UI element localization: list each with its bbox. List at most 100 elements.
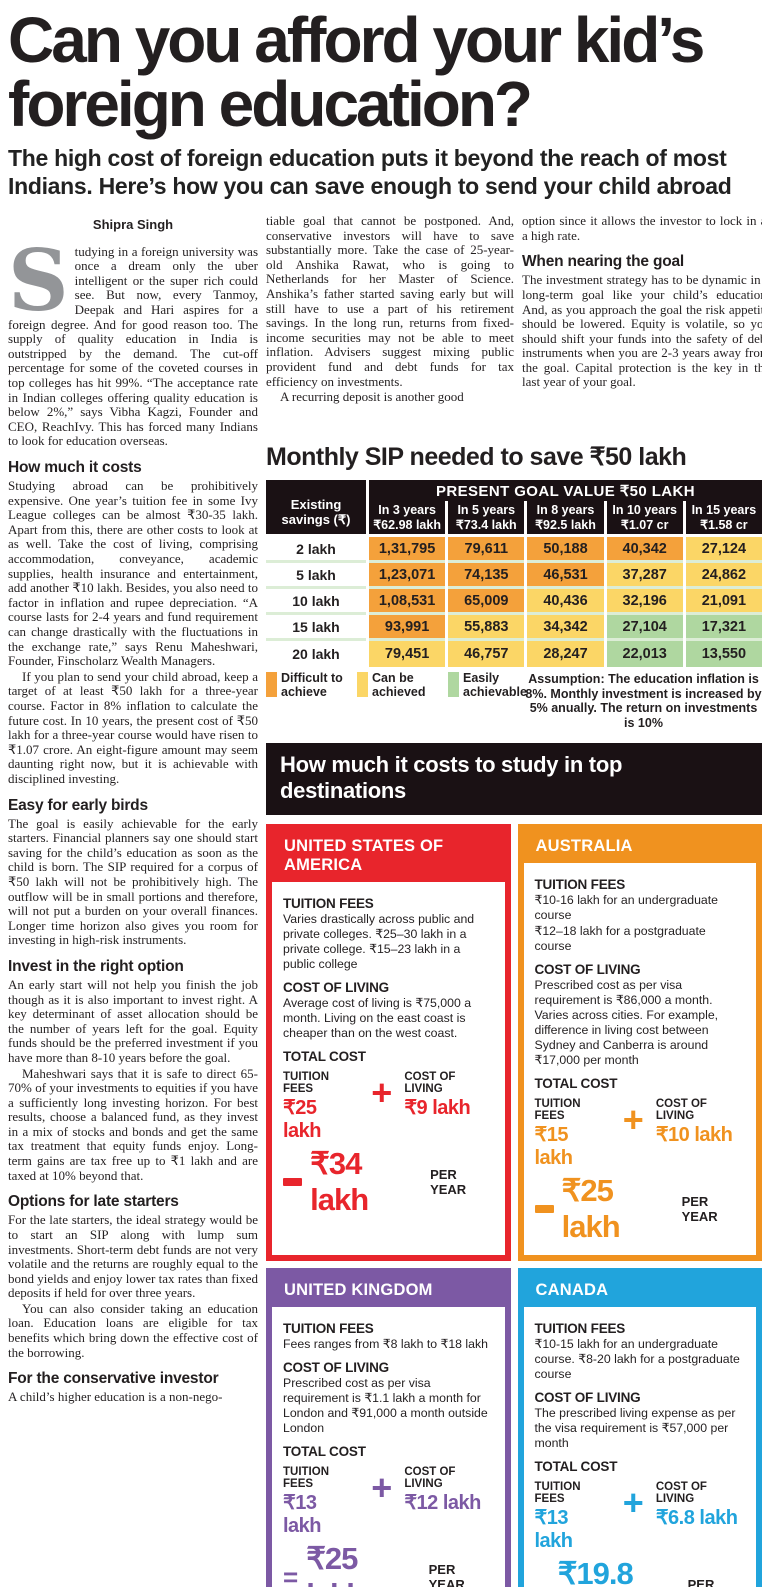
section-heading: Invest in the right option <box>8 957 184 975</box>
sip-column-period: In 15 years <box>691 503 757 518</box>
sip-value-cell: 40,342 <box>606 537 683 564</box>
sip-value-cell: 22,013 <box>606 641 683 668</box>
cost-of-living-heading: COST OF LIVING <box>534 1390 641 1406</box>
sip-value-cell: 32,196 <box>606 589 683 616</box>
plus-sign: + <box>622 1482 644 1524</box>
total-cost-row: TUITION FEES ₹15 lakh + COST OF LIVING ₹… <box>535 1098 746 1170</box>
tuition-fees-line: ₹12–18 lakh for a postgraduate course <box>534 924 706 954</box>
tuition-fees-label: TUITION FEES <box>534 1098 581 1123</box>
legend-item: Difficult to achieve <box>266 671 343 699</box>
total-value: ₹34 lakh <box>310 1146 369 1218</box>
tuition-fees-value: ₹15 lakh <box>534 1124 574 1170</box>
total-cost-row: TUITION FEES ₹13 lakh + COST OF LIVING ₹… <box>535 1481 746 1553</box>
destination-card-header: UNITED STATES OF AMERICA <box>272 830 505 883</box>
sip-table: Existing savings (₹) PRESENT GOAL VALUE ₹… <box>266 480 762 668</box>
sip-table-title: Monthly SIP needed to save ₹50 lakh <box>266 443 687 472</box>
sip-assumption: Assumption: The education inflation is 8… <box>525 672 762 730</box>
right-area: tiable goal that cannot be postponed. An… <box>266 214 762 1587</box>
cost-of-living-heading: COST OF LIVING <box>283 980 389 996</box>
article-column-3: option since it allows the investor to l… <box>522 214 762 428</box>
tuition-fees-value: ₹13 lakh <box>283 1492 322 1538</box>
sip-column-goal: ₹1.58 cr <box>700 517 748 532</box>
tuition-fees-text: ₹10-16 lakh for an undergraduate course ₹… <box>535 893 746 954</box>
cost-of-living-text: Prescribed cost as per visa requirement … <box>283 1376 494 1436</box>
sip-row-label: 2 lakh <box>266 537 366 564</box>
section-heading: How much it costs <box>8 459 142 476</box>
cost-of-living-line: Prescribed cost as per visa requirement … <box>283 1376 488 1436</box>
tuition-fees-text: Varies drastically across public and pri… <box>283 912 494 972</box>
legend-label: Easily achievable <box>463 671 527 699</box>
destination-card: CANADA TUITION FEES ₹10-15 lakh for an u… <box>517 1268 762 1587</box>
destination-card-header: CANADA <box>523 1274 756 1308</box>
plus-sign: + <box>371 1467 393 1509</box>
tuition-fees-heading: TUITION FEES <box>283 1321 374 1337</box>
tuition-fees-line: ₹10-15 lakh for an undergraduate course.… <box>534 1337 740 1382</box>
cost-of-living-heading: COST OF LIVING <box>283 1360 389 1376</box>
tuition-fees-text: ₹10-15 lakh for an undergraduate course.… <box>535 1337 746 1382</box>
article-paragraph: The investment strategy has to be dynami… <box>522 272 762 390</box>
article-paragraph: option since it allows the investor to l… <box>522 214 762 243</box>
sip-value-cell: 1,08,531 <box>369 589 446 616</box>
cost-of-living-text: Prescribed cost as per visa requirement … <box>535 978 746 1068</box>
destination-card-body: TUITION FEES Varies drastically across p… <box>272 882 505 1228</box>
destination-card-header: AUSTRALIA <box>523 830 756 864</box>
article-paragraph: The goal is easily achievable for the ea… <box>8 815 258 948</box>
page-title: Can you afford your kid’s foreign educat… <box>8 4 705 140</box>
sip-column-period: In 8 years <box>536 503 595 518</box>
grand-total-row: = ₹25 lakh PER YEAR <box>283 1541 494 1587</box>
sip-value-cell: 74,135 <box>448 563 525 590</box>
plus-sign: + <box>371 1072 393 1114</box>
sip-value-cell: 1,31,795 <box>369 537 446 564</box>
sip-value-cell: 27,104 <box>606 615 683 642</box>
destination-card-body: TUITION FEES Fees ranges from ₹8 lakh to… <box>272 1307 505 1587</box>
article-paragraph: tiable goal that cannot be postponed. An… <box>266 214 514 389</box>
cost-of-living-value: ₹12 lakh <box>404 1492 481 1515</box>
total-cost-row: TUITION FEES ₹13 lakh + COST OF LIVING ₹… <box>283 1466 494 1538</box>
sip-column-header: In 5 years ₹73.4 lakh <box>448 501 525 538</box>
sip-value-cell: 65,009 <box>448 589 525 616</box>
article-paragraph: A recurring deposit is another good <box>280 389 464 405</box>
sip-value-cell: 46,757 <box>448 641 525 668</box>
sip-row-label: 10 lakh <box>266 589 366 616</box>
sip-column-period: In 3 years <box>378 503 436 518</box>
cost-of-living-value: ₹9 lakh <box>404 1097 471 1120</box>
tuition-fees-heading: TUITION FEES <box>283 896 374 912</box>
cost-of-living-label: COST OF LIVING <box>404 1466 456 1491</box>
sip-row-label: 15 lakh <box>266 615 366 642</box>
legend-item: Easily achievable <box>448 671 527 699</box>
equals-sign <box>534 1205 554 1214</box>
cost-of-living-value: ₹10 lakh <box>655 1124 733 1147</box>
sip-value-cell: 79,611 <box>448 537 525 564</box>
article-paragraph: You can also consider taking an educatio… <box>8 1300 258 1360</box>
per-year-label: PER YEAR <box>430 1167 467 1198</box>
cost-of-living-label: COST OF LIVING <box>404 1071 456 1096</box>
sip-value-cell: 13,550 <box>685 641 762 668</box>
sip-value-cell: 37,287 <box>606 563 683 590</box>
article-paragraph: An early start will not help you finish … <box>8 976 258 1065</box>
sip-row-label: 5 lakh <box>266 563 366 590</box>
tuition-fees-line: ₹10-16 lakh for an undergraduate course <box>534 893 719 923</box>
section-heading: For the conservative investor <box>8 1370 219 1388</box>
cost-of-living-line: Average cost of living is ₹75,000 a mont… <box>283 996 472 1041</box>
legend-swatch <box>357 672 368 698</box>
tuition-fees-label: TUITION FEES <box>283 1466 329 1491</box>
grand-total-row: = ₹19.8 lakh PER YEAR <box>535 1556 746 1587</box>
sip-column-period: In 10 years <box>612 503 678 518</box>
total-cost-row: TUITION FEES ₹25 lakh + COST OF LIVING ₹… <box>283 1071 494 1143</box>
sip-span-header: PRESENT GOAL VALUE ₹50 LAKH <box>369 480 762 502</box>
article-paragraph: Maheshwari says that it is safe to direc… <box>8 1065 258 1183</box>
destination-card: UNITED KINGDOM TUITION FEES Fees ranges … <box>266 1268 511 1587</box>
tuition-fees-line: Varies drastically across public and pri… <box>283 912 475 972</box>
article-paragraph: A child’s higher education is a non-nego… <box>8 1389 223 1405</box>
sip-column-header: In 3 years ₹62.98 lakh <box>369 501 446 538</box>
sip-table-section: Monthly SIP needed to save ₹50 lakh Exis… <box>266 442 762 730</box>
destination-card-body: TUITION FEES ₹10-16 lakh for an undergra… <box>524 863 757 1255</box>
grand-total-row: ₹34 lakh PER YEAR <box>283 1146 494 1218</box>
total-value: ₹25 lakh <box>306 1541 365 1587</box>
per-year-label: PER YEAR <box>687 1577 715 1587</box>
total-value: ₹25 lakh <box>561 1173 621 1245</box>
article-column-2: tiable goal that cannot be postponed. An… <box>266 214 514 428</box>
tuition-fees-value: ₹25 lakh <box>283 1097 322 1143</box>
